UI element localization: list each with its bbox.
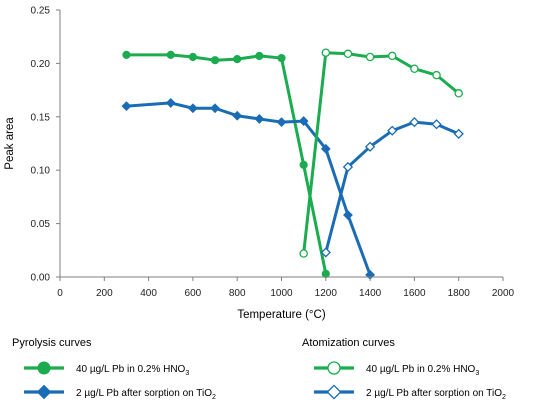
plot-area [121, 48, 464, 280]
legend-marker [326, 384, 342, 400]
data-point [254, 114, 265, 124]
legend-label: 40 µg/L Pb in 0.2% HNO3 [76, 364, 189, 377]
legend-label-main: 2 µg/L Pb after sorption on TiO [366, 388, 502, 399]
legend-marker [327, 361, 341, 375]
legend-group-title: Atomization curves [302, 337, 395, 349]
data-point [454, 89, 463, 98]
legend-label-subscript: 3 [475, 370, 479, 377]
data-point [276, 117, 287, 128]
data-point [233, 55, 242, 64]
data-point [187, 103, 198, 114]
legend-marker [37, 361, 51, 375]
data-point [364, 141, 376, 152]
legend-group-1: Atomization curves 40 µg/L Pb in 0.2% HNO… [302, 337, 506, 401]
data-point [387, 125, 398, 136]
x-tick-label: 1000 [270, 288, 293, 299]
legend-label: 40 µg/L Pb in 0.2% HNO3 [366, 364, 479, 377]
data-point [320, 143, 331, 154]
series-line [126, 53, 328, 275]
data-point [410, 64, 419, 73]
data-point [387, 51, 397, 61]
y-tick-label: 0.00 [31, 273, 51, 284]
legend-label-main: 40 µg/L Pb in 0.2% HNO [76, 364, 186, 375]
legend-group-0: Pyrolysis curves 40 µg/L Pb in 0.2% HNO3 2… [12, 337, 216, 401]
legend-group-title: Pyrolysis curves [12, 337, 92, 349]
y-tick-label: 0.05 [31, 219, 51, 230]
data-point [453, 128, 464, 140]
series-line [324, 120, 460, 253]
data-point [342, 161, 354, 173]
data-point [365, 52, 375, 62]
x-tick-label: 2000 [492, 288, 515, 299]
data-point [122, 50, 131, 59]
legend-label-main: 40 µg/L Pb in 0.2% HNO [366, 364, 476, 375]
data-point [409, 117, 420, 128]
data-point [277, 53, 286, 63]
data-point [188, 52, 197, 62]
data-point [321, 269, 330, 278]
data-point [166, 50, 175, 59]
series-line [126, 101, 372, 276]
y-tick-label: 0.20 [31, 59, 51, 70]
data-point [121, 101, 132, 112]
legend-label-main: 2 µg/L Pb after sorption on TiO [76, 388, 212, 399]
x-axis-title: Temperature (°C) [237, 309, 325, 321]
x-tick-label: 1800 [448, 288, 471, 299]
x-tick-label: 1400 [359, 288, 382, 299]
data-point [431, 119, 442, 130]
series-1 [121, 98, 376, 280]
series-3 [320, 117, 464, 258]
x-tick-label: 800 [229, 288, 246, 299]
y-tick-label: 0.15 [31, 112, 51, 123]
legend-entry: 2 µg/L Pb after sorption on TiO2 [24, 384, 216, 401]
y-axis-title: Peak area [4, 117, 16, 170]
axes: 0 200 400 600 800 1000 1200 1400 1600 1800 2000 0.0… [4, 6, 515, 322]
series-0 [122, 50, 330, 278]
data-point [165, 98, 176, 108]
legend-label: 2 µg/L Pb after sorption on TiO2 [366, 388, 506, 401]
y-tick-label: 0.10 [31, 166, 51, 177]
x-tick-label: 200 [96, 288, 113, 299]
y-tick-label: 0.25 [31, 6, 51, 17]
legend-label-subscript: 2 [212, 394, 216, 401]
data-point [299, 249, 308, 258]
x-tick-label: 0 [57, 288, 63, 299]
data-point [232, 110, 243, 121]
x-tick-label: 1600 [403, 288, 426, 299]
legend-label-subscript: 3 [185, 370, 189, 377]
data-point [255, 51, 264, 61]
data-point [320, 247, 331, 258]
data-point [299, 160, 308, 169]
legend-label: 2 µg/L Pb after sorption on TiO2 [76, 388, 216, 401]
legend-entry: 2 µg/L Pb after sorption on TiO2 [314, 384, 506, 401]
data-point [298, 116, 309, 126]
series-2 [299, 48, 463, 258]
legend-marker [36, 384, 52, 400]
x-tick-label: 400 [140, 288, 157, 299]
data-point [210, 103, 220, 114]
data-point [432, 70, 441, 80]
x-tick-label: 1200 [315, 288, 338, 299]
data-point [210, 56, 220, 65]
data-point [321, 48, 331, 57]
data-point [343, 49, 353, 59]
legend-entry: 40 µg/L Pb in 0.2% HNO3 [314, 361, 479, 377]
data-point [343, 210, 353, 220]
legend-label-subscript: 2 [502, 394, 506, 401]
legend-entry: 40 µg/L Pb in 0.2% HNO3 [24, 361, 189, 377]
x-tick-label: 600 [185, 288, 202, 299]
